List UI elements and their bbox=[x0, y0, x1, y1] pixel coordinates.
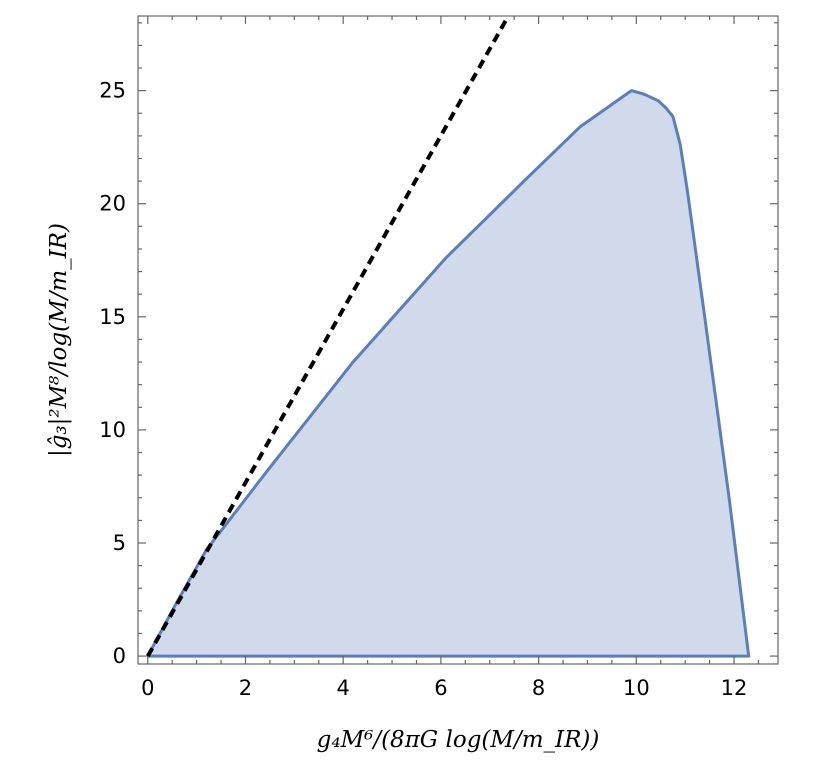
y-tick-label: 20 bbox=[99, 192, 126, 216]
y-tick-label: 15 bbox=[99, 305, 126, 329]
x-axis: 0 2 4 6 8 10 12 bbox=[141, 16, 760, 700]
bound-dashed-line bbox=[146, 15, 511, 658]
x-tick-label: 4 bbox=[337, 676, 350, 700]
x-tick-label: 0 bbox=[141, 676, 154, 700]
allowed-region bbox=[146, 89, 751, 658]
region-layer bbox=[146, 89, 751, 658]
y-axis-title: |ĝ₃|²M⁸/log(M/m_IR) bbox=[46, 223, 72, 457]
x-tick-label: 8 bbox=[532, 676, 545, 700]
y-tick-label: 10 bbox=[99, 418, 126, 442]
y-tick-label: 25 bbox=[99, 79, 126, 103]
x-tick-label: 10 bbox=[623, 676, 650, 700]
x-axis-title: g₄M⁶/(8πG log(M/m_IR)) bbox=[317, 727, 600, 753]
x-tick-label: 6 bbox=[434, 676, 447, 700]
bound-line-layer bbox=[146, 15, 511, 658]
y-axis: 0 5 10 15 20 25 bbox=[99, 22, 778, 668]
x-tick-label: 2 bbox=[239, 676, 252, 700]
x-tick-label: 12 bbox=[721, 676, 748, 700]
y-tick-label: 5 bbox=[113, 531, 126, 555]
y-tick-label: 0 bbox=[113, 644, 126, 668]
